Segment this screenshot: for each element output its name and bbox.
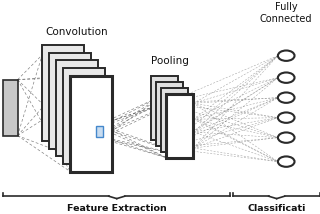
Text: Feature Extraction: Feature Extraction (67, 204, 167, 213)
FancyBboxPatch shape (70, 76, 112, 172)
Circle shape (278, 73, 294, 83)
FancyBboxPatch shape (49, 53, 91, 149)
FancyBboxPatch shape (166, 94, 194, 158)
Circle shape (278, 156, 294, 167)
Text: Fully
Connected: Fully Connected (260, 2, 312, 24)
FancyBboxPatch shape (96, 126, 103, 137)
Text: Classificati: Classificati (247, 204, 306, 213)
Circle shape (278, 51, 294, 61)
FancyBboxPatch shape (42, 45, 84, 141)
Circle shape (278, 132, 294, 143)
FancyBboxPatch shape (151, 76, 178, 140)
FancyBboxPatch shape (56, 61, 98, 156)
FancyBboxPatch shape (161, 88, 188, 152)
FancyBboxPatch shape (3, 80, 18, 136)
FancyBboxPatch shape (63, 68, 105, 164)
Circle shape (278, 112, 294, 123)
Text: Pooling: Pooling (151, 56, 188, 66)
Text: Convolution: Convolution (46, 27, 108, 37)
Circle shape (278, 92, 294, 103)
FancyBboxPatch shape (156, 82, 183, 146)
